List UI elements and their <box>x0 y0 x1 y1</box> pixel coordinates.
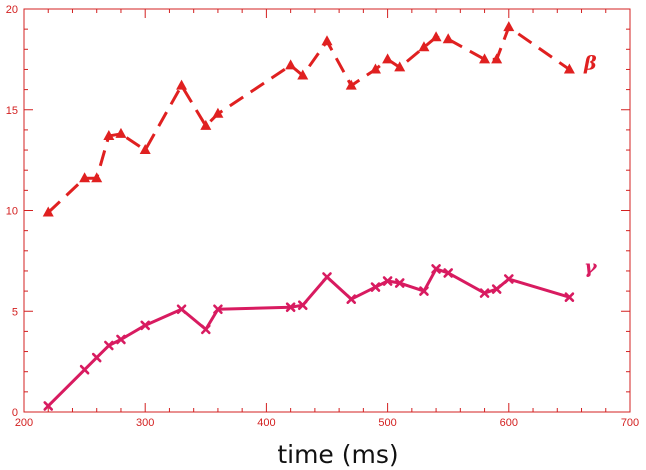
data-point-x <box>346 294 357 304</box>
data-point-x <box>79 364 90 375</box>
x-mark-stroke <box>140 320 150 331</box>
data-point-triangle <box>212 107 224 118</box>
data-point-x <box>285 302 296 313</box>
data-point-triangle <box>139 144 151 155</box>
data-point-x <box>491 284 502 294</box>
x-mark-stroke <box>503 274 514 284</box>
x-mark-stroke <box>419 286 429 296</box>
data-point-triangle <box>382 53 394 64</box>
x-mark-stroke <box>43 401 54 411</box>
data-point-triangle <box>91 172 103 183</box>
y-tick-label: 20 <box>6 4 18 16</box>
x-mark-stroke <box>431 264 441 274</box>
data-point-triangle <box>285 59 297 70</box>
x-mark-stroke <box>79 364 90 375</box>
data-point-triangle <box>563 63 575 74</box>
x-mark-stroke <box>346 294 357 304</box>
x-mark-stroke <box>443 268 454 278</box>
data-point-x <box>43 401 54 411</box>
data-point-x <box>213 304 223 315</box>
series-beta: β <box>42 21 597 217</box>
x-mark-stroke <box>91 352 102 363</box>
y-tick-label: 5 <box>12 306 18 318</box>
x-mark-stroke <box>297 300 308 311</box>
series-label: β <box>583 52 597 74</box>
y-tick-label: 10 <box>6 206 18 218</box>
data-point-triangle <box>394 61 406 72</box>
data-point-x <box>394 278 405 288</box>
x-mark-stroke <box>176 304 187 315</box>
data-point-x <box>91 352 102 363</box>
data-point-x <box>503 274 514 284</box>
data-point-triangle <box>176 79 188 90</box>
x-mark-stroke <box>394 278 405 288</box>
data-point-triangle <box>103 129 115 140</box>
x-mark-stroke <box>213 304 223 315</box>
x-tick-label: 400 <box>257 417 275 429</box>
x-tick-label: 600 <box>500 417 518 429</box>
data-point-triangle <box>430 31 442 42</box>
data-point-x <box>479 288 490 298</box>
x-mark-stroke <box>491 284 502 294</box>
y-tick-label: 0 <box>12 407 18 419</box>
data-point-triangle <box>297 69 309 80</box>
data-point-x <box>419 286 429 296</box>
series-gamma: γ <box>43 256 598 411</box>
data-point-x <box>370 282 381 292</box>
data-point-triangle <box>369 63 381 74</box>
x-tick-label: 700 <box>621 417 639 429</box>
data-point-triangle <box>442 33 454 44</box>
x-axis-label: time (ms) <box>277 440 398 469</box>
data-point-triangle <box>418 41 430 52</box>
series-layer: βγ <box>42 21 598 411</box>
x-mark-stroke <box>382 276 393 286</box>
data-point-triangle <box>491 53 503 64</box>
y-tick-label: 15 <box>6 105 18 117</box>
x-tick-label: 200 <box>15 417 33 429</box>
data-point-triangle <box>200 119 212 130</box>
data-point-x <box>564 292 575 302</box>
x-mark-stroke <box>116 334 126 345</box>
x-mark-stroke <box>104 340 114 351</box>
data-point-x <box>382 276 393 286</box>
x-mark-stroke <box>370 282 381 292</box>
x-tick-label: 500 <box>378 417 396 429</box>
x-mark-stroke <box>564 292 575 302</box>
data-point-triangle <box>345 79 357 90</box>
series-line <box>47 25 571 214</box>
data-point-x <box>176 304 187 315</box>
data-point-x <box>116 334 126 345</box>
data-point-x <box>443 268 454 278</box>
axes: 200 300 400 500 600 700 0 5 10 15 20 <box>6 4 639 429</box>
x-mark-stroke <box>322 272 332 282</box>
series-line <box>47 267 570 408</box>
data-point-triangle <box>115 127 127 138</box>
series-label: γ <box>584 256 598 278</box>
x-mark-stroke <box>285 302 296 313</box>
data-point-x <box>201 324 211 335</box>
data-point-triangle <box>42 206 54 217</box>
plot-frame <box>23 8 631 413</box>
data-point-triangle <box>79 172 91 183</box>
data-point-x <box>104 340 114 351</box>
data-point-x <box>140 320 150 331</box>
data-point-triangle <box>479 53 491 64</box>
data-point-triangle <box>321 35 333 46</box>
x-mark-stroke <box>201 324 211 335</box>
x-mark-stroke <box>479 288 490 298</box>
x-tick-label: 300 <box>136 417 154 429</box>
data-point-x <box>322 272 332 282</box>
data-point-x <box>297 300 308 311</box>
data-point-x <box>431 264 441 274</box>
data-point-triangle <box>503 21 515 32</box>
